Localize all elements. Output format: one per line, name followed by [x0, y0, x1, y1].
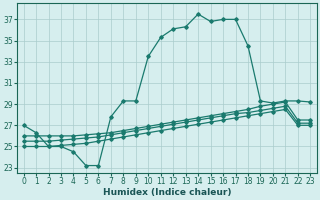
X-axis label: Humidex (Indice chaleur): Humidex (Indice chaleur)	[103, 188, 231, 197]
